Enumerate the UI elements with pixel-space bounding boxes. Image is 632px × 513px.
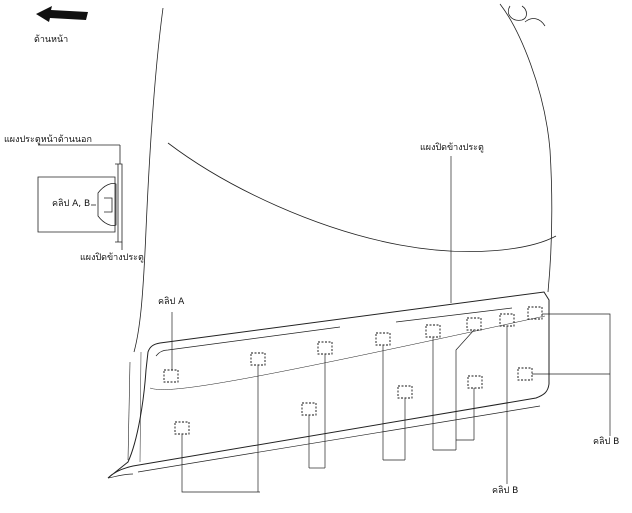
clip-ab-label: คลิป A, B [52, 199, 91, 209]
clip-marker [466, 317, 482, 331]
clip-marker [317, 341, 333, 355]
outer-door-panel-label: แผงประตูหน้าด้านนอก [4, 135, 92, 145]
clip-marker [425, 324, 441, 338]
clip-marker [375, 332, 391, 346]
clip-marker [467, 375, 483, 389]
clip-marker [250, 352, 266, 366]
door-side-cover-label: แผงปิดข้างประตู [420, 143, 484, 153]
door-body-outline [133, 3, 557, 353]
front-direction-label: ด้านหน้า [34, 35, 69, 45]
leader-lines [171, 156, 611, 493]
clip-b-right-label: คลิป B [593, 437, 620, 447]
clip-marker [174, 421, 190, 435]
clip-marker [517, 367, 533, 381]
clip-marker [301, 402, 317, 416]
clip-marker [527, 306, 543, 320]
clip-marker [397, 385, 413, 399]
front-arrow-icon [36, 6, 88, 22]
clip-marker [163, 369, 179, 383]
door-side-cover-panel [107, 291, 550, 479]
clip-detail-inset [37, 144, 123, 250]
clip-a-label: คลิป A [158, 297, 185, 307]
door-side-cover-detail-label: แผงปิดข้างประตู [80, 253, 144, 263]
clip-b-bottom-label: คลิป B [492, 486, 519, 496]
